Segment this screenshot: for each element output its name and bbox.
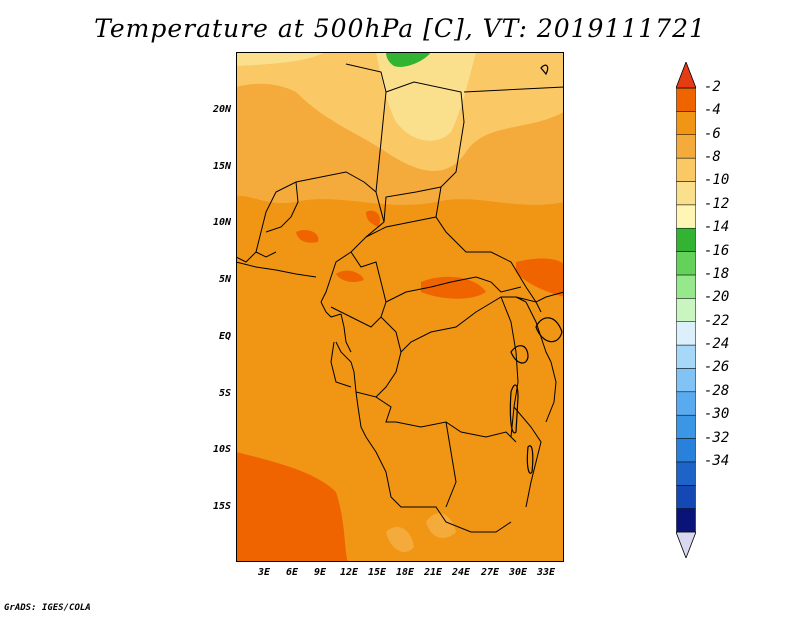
lon-tick-label: 6E [285, 567, 299, 578]
lat-tick-label: 15S [212, 501, 231, 512]
colorbar-swatch [676, 414, 696, 439]
lat-tick-label: 5N [218, 274, 231, 285]
colorbar-label: -16 [704, 242, 730, 259]
colorbar-label: -28 [704, 382, 730, 399]
lat-tick-label: 15N [212, 161, 231, 172]
colorbar-swatch [676, 461, 696, 486]
lon-tick-label: 15E [367, 567, 387, 578]
lat-tick-label: 10S [212, 444, 231, 455]
lon-tick-label: 24E [451, 567, 471, 578]
lat-tick-label: 10N [212, 217, 231, 228]
lon-tick-label: 27E [480, 567, 500, 578]
colorbar-swatch [676, 368, 696, 393]
country-borders [236, 63, 564, 533]
colorbar-swatch [676, 438, 696, 463]
colorbar-swatch [676, 181, 696, 206]
colorbar-label: -2 [704, 79, 721, 95]
colorbar-label: -6 [704, 125, 721, 142]
colorbar-label: -22 [704, 312, 730, 329]
grads-credit: GrADS: IGES/COLA [4, 603, 91, 613]
lat-tick-label: 20N [212, 104, 231, 115]
colorbar-swatch [676, 87, 696, 112]
lon-tick-label: 21E [423, 567, 443, 578]
colorbar-swatch [676, 344, 696, 369]
lon-tick-label: 30E [508, 567, 528, 578]
colorbar-swatch [676, 508, 696, 533]
colorbar-swatch [676, 157, 696, 182]
map-frame [236, 52, 564, 562]
colorbar-label: -12 [704, 195, 730, 212]
colorbar-label: -18 [704, 265, 730, 282]
colorbar-swatch [676, 227, 696, 252]
lon-tick-label: 33E [536, 567, 556, 578]
lon-tick-label: 12E [339, 567, 359, 578]
colorbar-swatch [676, 274, 696, 299]
lon-tick-label: 9E [313, 567, 327, 578]
colorbar-label: -26 [704, 359, 730, 376]
colorbar-swatch [676, 251, 696, 276]
colorbar-swatch [676, 485, 696, 509]
colorbar-top-arrow [676, 62, 696, 89]
map-title: Temperature at 500hPa [C], VT: 201911172… [94, 14, 706, 43]
colorbar-label: -20 [704, 289, 730, 306]
colorbar-label: -24 [704, 336, 730, 353]
colorbar [676, 62, 696, 558]
colorbar-label: -10 [704, 172, 730, 189]
colorbar-label: -8 [704, 149, 721, 166]
lat-tick-label: 5S [218, 388, 231, 399]
colorbar-swatch [676, 134, 696, 159]
colorbar-bottom-arrow [676, 531, 696, 558]
field-band-minus12 [386, 52, 431, 67]
colorbar-label: -30 [704, 406, 730, 423]
colorbar-label: -32 [704, 429, 730, 446]
lon-tick-label: 18E [395, 567, 415, 578]
field-band-minus10 [376, 52, 476, 141]
lon-tick-label: 3E [257, 567, 271, 578]
colorbar-swatch [676, 321, 696, 346]
colorbar-swatch [676, 298, 696, 322]
colorbar-swatch [676, 391, 696, 416]
colorbar-swatch [676, 111, 696, 135]
colorbar-label: -34 [704, 452, 730, 469]
temperature-map [236, 52, 564, 562]
colorbar-swatch [676, 204, 696, 229]
lat-tick-label: EQ [218, 331, 231, 342]
colorbar-label: -4 [704, 102, 721, 119]
field-warm-patch-southwest [236, 452, 348, 562]
lake-outlines [509, 64, 563, 474]
colorbar-label: -14 [704, 219, 730, 236]
